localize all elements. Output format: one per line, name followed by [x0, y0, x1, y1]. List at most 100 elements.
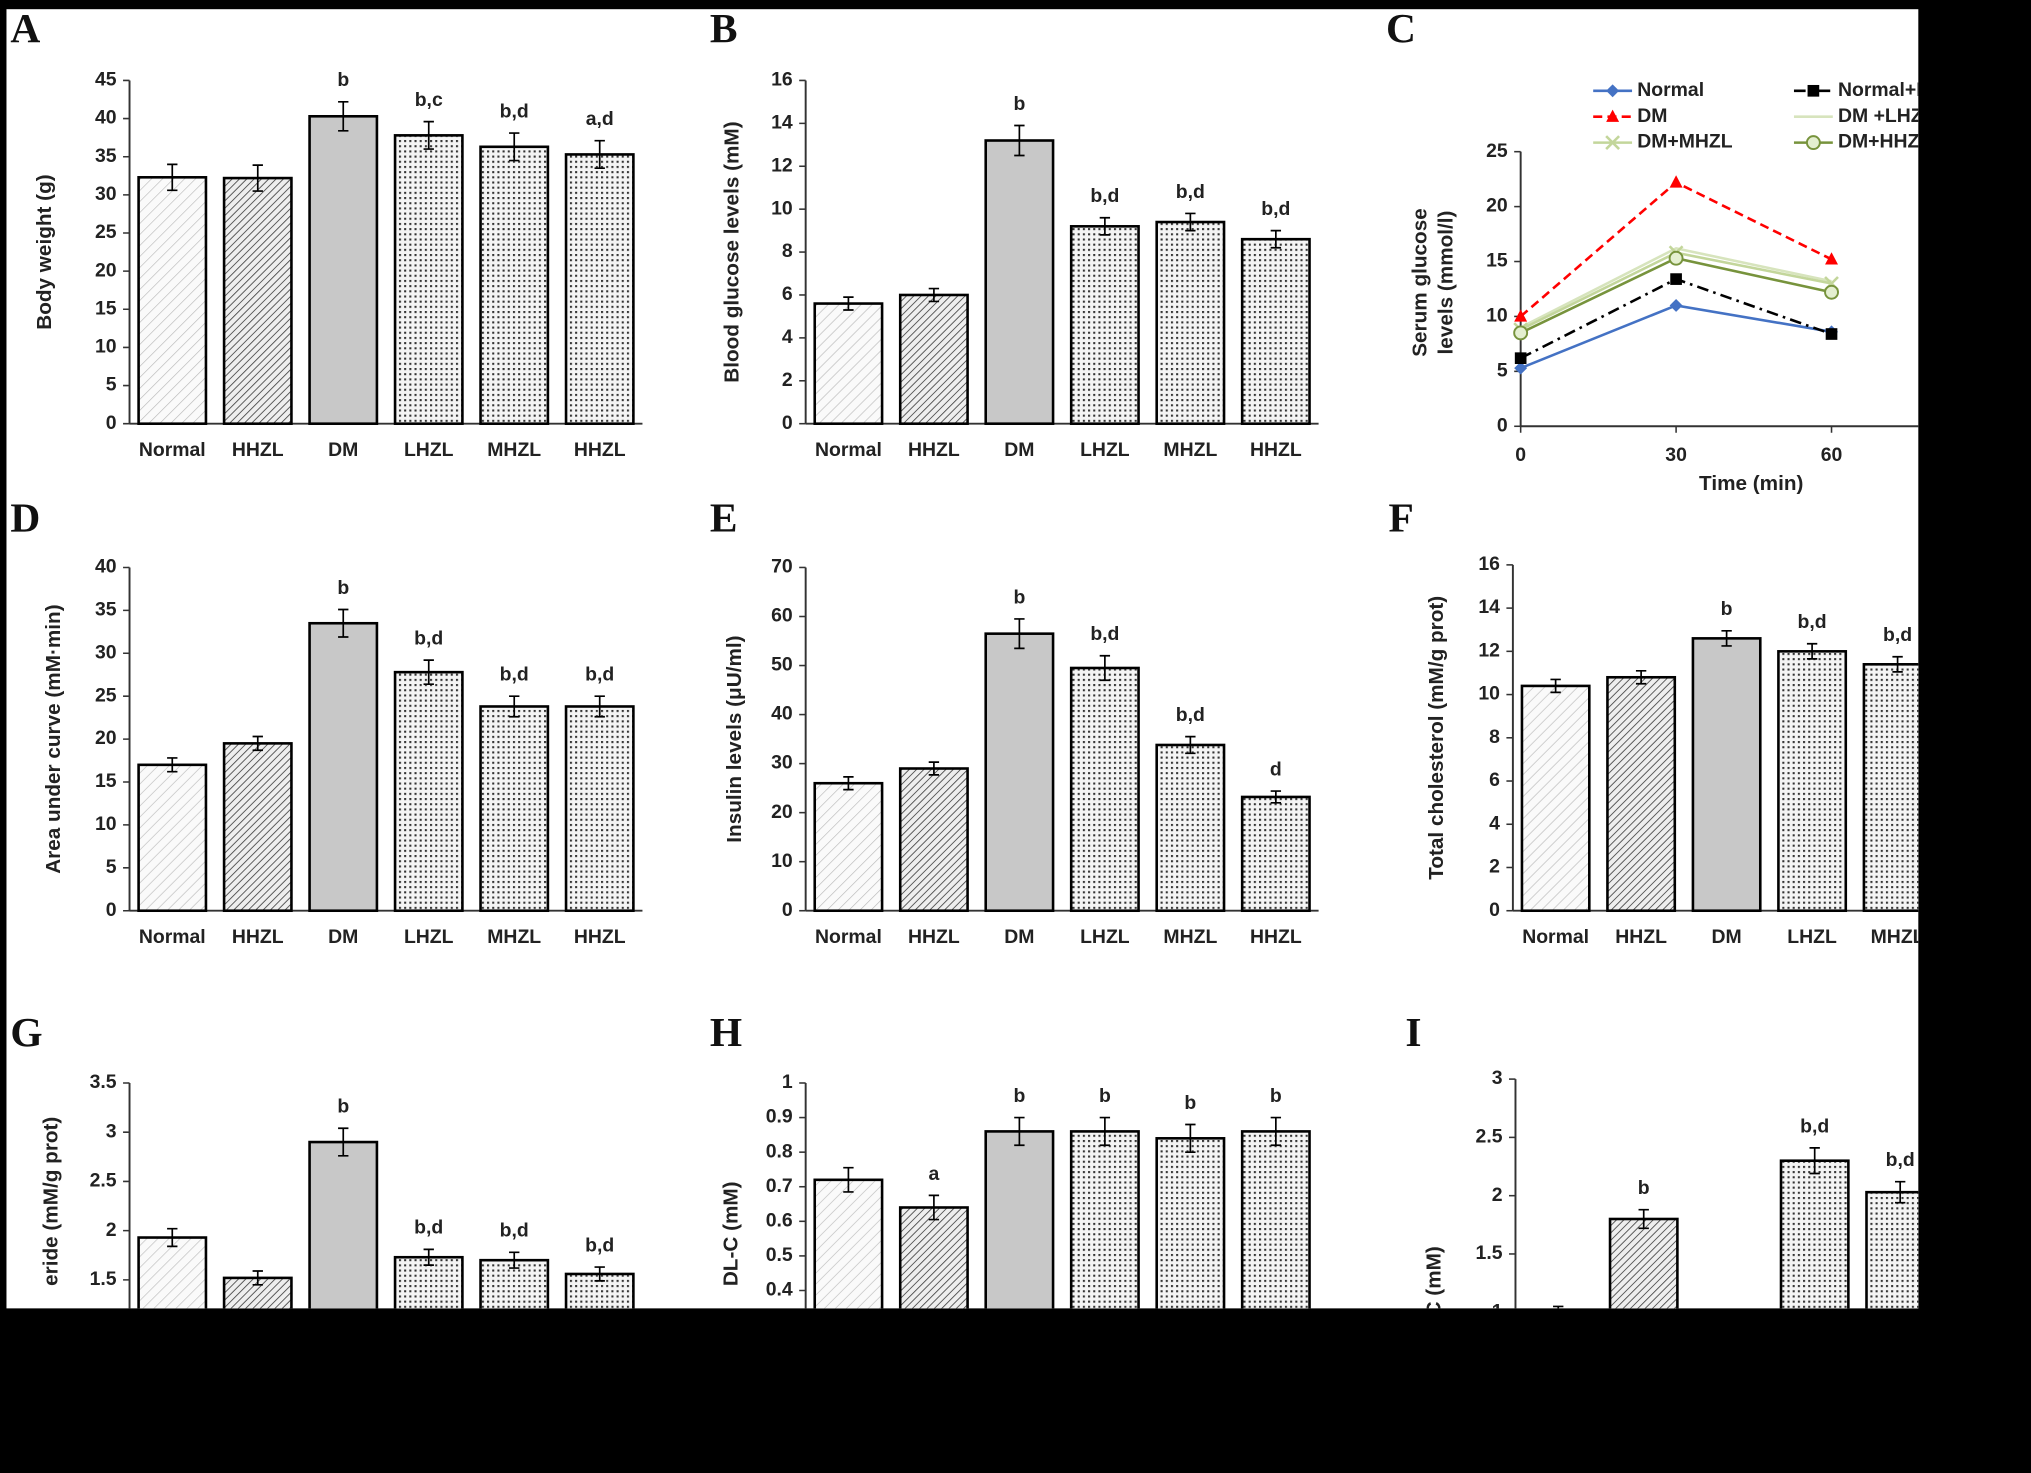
- y-axis-label: Blood glucose levels (mM): [721, 121, 744, 382]
- bar: [1777, 650, 1848, 913]
- bar: [1520, 684, 1591, 913]
- legend-label: DM+MHZL: [1637, 131, 1733, 153]
- panel: A 0 5 10 15 20 25 30 35 40 45 Normal HHZL DM b LHZL b,c M…: [10, 9, 643, 461]
- error-bar: [509, 1251, 520, 1269]
- bar: [393, 670, 464, 913]
- x-tick-label: LHZL: [1787, 926, 1837, 948]
- bar: [479, 145, 550, 425]
- x-tick-label: DM: [1004, 926, 1034, 948]
- bar: [393, 1255, 464, 1309]
- y-tick-label: 30: [95, 641, 117, 663]
- bar: [1155, 1137, 1226, 1309]
- y-tick-label: 30: [771, 752, 793, 774]
- significance-label: b: [1013, 586, 1025, 608]
- significance-label: b,d: [1261, 198, 1290, 220]
- bar: [564, 1272, 635, 1309]
- x-tick-label: MHZL: [487, 439, 541, 461]
- y-tick-label: 15: [1486, 250, 1508, 272]
- error-bar: [843, 296, 854, 311]
- y-tick-label: 0: [782, 899, 793, 921]
- bar: [1862, 663, 1919, 913]
- legend-label: DM: [1637, 105, 1667, 127]
- bar: [1069, 225, 1140, 425]
- bar: [137, 176, 208, 425]
- x-tick-label: HHZL: [1615, 926, 1667, 948]
- y-tick-label: 40: [95, 107, 117, 129]
- y-tick-label: 10: [1486, 305, 1508, 327]
- legend-label: Normal: [1637, 79, 1704, 101]
- panel-label: E: [710, 495, 738, 541]
- significance-label: a: [928, 1163, 939, 1185]
- x-tick-label: Normal: [139, 439, 206, 461]
- y-tick-label: 5: [106, 856, 117, 878]
- significance-label: b,d: [1176, 704, 1205, 726]
- x-tick-label: LHZL: [404, 926, 454, 948]
- x-tick-label: HHZL: [1250, 439, 1302, 461]
- error-bar: [1635, 669, 1647, 685]
- error-bar: [843, 776, 854, 791]
- y-tick-label: 12: [1478, 639, 1500, 661]
- significance-label: b: [337, 69, 349, 91]
- significance-label: b,d: [1798, 611, 1827, 633]
- significance-label: b,d: [414, 628, 443, 650]
- significance-label: b: [1638, 1177, 1650, 1199]
- x-tick-label: Normal: [139, 926, 206, 948]
- y-tick-label: 50: [771, 654, 793, 676]
- error-bar: [252, 735, 263, 752]
- marker: [1606, 109, 1620, 122]
- y-tick-label: 16: [1478, 553, 1500, 575]
- marker: [1669, 298, 1683, 312]
- significance-label: b,d: [1090, 623, 1119, 645]
- y-tick-label: 6: [1489, 769, 1500, 791]
- x-tick-label: HHZL: [232, 926, 284, 948]
- marker: [1668, 250, 1684, 266]
- bar: [1779, 1159, 1850, 1309]
- bar: [222, 1276, 293, 1309]
- significance-label: b,d: [500, 100, 529, 122]
- y-tick-label: 14: [771, 111, 793, 133]
- x-tick-label: MHZL: [487, 926, 541, 948]
- significance-label: b: [337, 1096, 349, 1118]
- y-tick-label: 20: [1486, 195, 1508, 217]
- y-tick-label: 3: [1492, 1067, 1503, 1089]
- y-tick-label: 3: [106, 1120, 117, 1142]
- x-tick-label: HHZL: [1250, 926, 1302, 948]
- significance-label: b: [1013, 1085, 1025, 1107]
- y-tick-label: 2.5: [90, 1170, 117, 1192]
- bar: [898, 1206, 969, 1309]
- error-bar: [1099, 1116, 1111, 1147]
- error-bar: [338, 100, 349, 132]
- panel: E 0 10 20 30 40 50 60 70 Normal HHZL DM b LHZL b,d MHZL…: [710, 495, 1319, 948]
- x-axis-label: Time (min): [1699, 472, 1803, 495]
- y-tick-label: 0: [1497, 414, 1508, 436]
- x-tick-label: HHZL: [574, 926, 626, 948]
- significance-label: b,d: [414, 1217, 443, 1239]
- bar: [984, 632, 1055, 913]
- significance-label: b,d: [585, 664, 614, 686]
- error-bar: [423, 120, 434, 150]
- y-tick-label: 2.5: [1476, 1126, 1503, 1148]
- x-tick-label: 60: [1821, 444, 1843, 466]
- panel-label: I: [1405, 1009, 1421, 1055]
- bar: [898, 293, 969, 425]
- error-bar: [1270, 1116, 1282, 1147]
- error-bar: [509, 695, 520, 718]
- significance-label: b: [337, 577, 349, 599]
- x-tick-label: HHZL: [232, 439, 284, 461]
- y-tick-label: 2: [782, 369, 793, 391]
- bar: [1155, 220, 1226, 425]
- bar: [1155, 743, 1226, 913]
- y-tick-label: 8: [782, 240, 793, 262]
- significance-label: d: [1270, 758, 1282, 780]
- bar: [1240, 795, 1311, 913]
- error-bar: [1185, 735, 1196, 755]
- panel: I 1 1.5 2 2.5 3 b b,d b,d DL-C (mM): [1405, 1009, 1919, 1309]
- bar: [1240, 237, 1311, 425]
- bar: [393, 134, 464, 425]
- x-tick-label: Normal: [1522, 926, 1589, 948]
- x-tick-label: MHZL: [1163, 926, 1217, 948]
- y-tick-label: 10: [95, 336, 117, 358]
- y-tick-label: 10: [771, 197, 793, 219]
- error-bar: [928, 1194, 940, 1221]
